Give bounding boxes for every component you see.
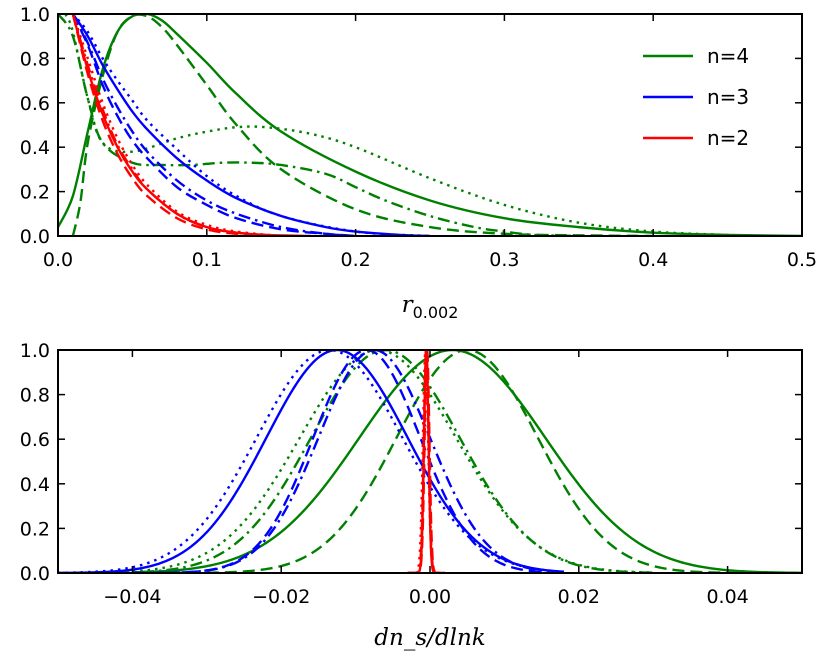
top-axes-frame <box>57 13 803 237</box>
bottom-series-group <box>58 350 802 573</box>
y-tick-label: 0.2 <box>20 518 50 540</box>
series-line-n-4-solid <box>132 350 802 573</box>
series-line-n-3-dashed <box>71 14 356 236</box>
series-line-n-3-dash-dot <box>71 14 356 236</box>
series-line-n-4-solid <box>58 14 802 236</box>
y-tick-label: 0.8 <box>20 48 50 70</box>
y-tick-label: 0.0 <box>20 226 50 248</box>
x-tick-label: 0.5 <box>787 249 817 271</box>
x-tick-label: 0.0 <box>43 249 73 271</box>
x-tick-label: −0.02 <box>252 586 310 608</box>
series-line-n-4-dash-dot <box>58 14 579 236</box>
series-line-n-4-dotted <box>64 14 773 236</box>
y-tick-label: 0.2 <box>20 182 50 204</box>
top-panel: 0.0 0.1 0.2 0.3 0.4 0.5 0.00.20.40.60.81.0 r0… <box>20 4 817 322</box>
series-line-n-4-dashed <box>71 14 654 236</box>
y-tick-label: 0.4 <box>20 137 50 159</box>
legend: n=4 n=3 n=2 <box>643 44 749 150</box>
series-line-n-2-dash-dot <box>71 14 282 236</box>
top-x-axis-label-subscript: 0.002 <box>413 303 459 322</box>
series-line-n-3-dotted <box>71 14 431 236</box>
top-x-axis-label-main: r <box>402 292 415 318</box>
y-tick-label: 1.0 <box>20 4 50 26</box>
series-line-n-4-dotted <box>95 350 654 573</box>
series-line-n-3-solid <box>58 350 564 573</box>
x-tick-label: 0.2 <box>340 249 370 271</box>
y-tick-label: 0.4 <box>20 474 50 496</box>
bottom-panel: −0.04 −0.02 0.00 0.02 0.04 0.0 0.2 0.4 0.6 0.8 1.… <box>20 340 803 651</box>
x-tick-label: 0.1 <box>192 249 222 271</box>
series-line-n-4-dash-dot <box>117 350 654 573</box>
top-ticks <box>57 13 803 237</box>
x-tick-label: 0.4 <box>638 249 668 271</box>
y-tick-label: 0.6 <box>20 429 50 451</box>
series-line-n-4-dashed <box>206 350 765 573</box>
top-ytick-labels: 0.0 0.2 0.4 0.6 0.8 1.0 <box>20 4 50 248</box>
y-tick-label: 1.0 <box>20 340 50 362</box>
series-line-n-2-dotted <box>71 14 282 236</box>
x-tick-label: 0.00 <box>409 586 451 608</box>
series-line-n-3-dashed <box>132 350 550 573</box>
series-line-n-3-dotted <box>58 350 564 573</box>
series-line-n-2-dashed <box>71 14 282 236</box>
legend-label-n3: n=3 <box>707 85 749 109</box>
legend-label-n4: n=4 <box>707 44 749 68</box>
top-x-axis-label: r0.002 <box>402 292 459 322</box>
bottom-x-axis-label: dn_s/dlnk <box>374 625 485 651</box>
x-tick-label: 0.3 <box>489 249 519 271</box>
y-tick-label: 0.8 <box>20 385 50 407</box>
x-tick-label: −0.04 <box>103 586 161 608</box>
bottom-ticks <box>58 349 802 574</box>
y-tick-label: 0.6 <box>20 93 50 115</box>
y-tick-label: 0.0 <box>20 563 50 585</box>
top-xtick-labels: 0.0 0.1 0.2 0.3 0.4 0.5 <box>43 249 817 271</box>
series-line-n-3-dash-dot <box>132 350 550 573</box>
top-series-group <box>58 14 802 236</box>
bottom-xtick-labels: −0.04 −0.02 0.00 0.02 0.04 <box>103 586 748 608</box>
x-tick-label: 0.04 <box>706 586 748 608</box>
legend-label-n2: n=2 <box>707 126 749 150</box>
x-tick-label: 0.02 <box>558 586 600 608</box>
bottom-ytick-labels: 0.0 0.2 0.4 0.6 0.8 1.0 <box>20 340 50 585</box>
